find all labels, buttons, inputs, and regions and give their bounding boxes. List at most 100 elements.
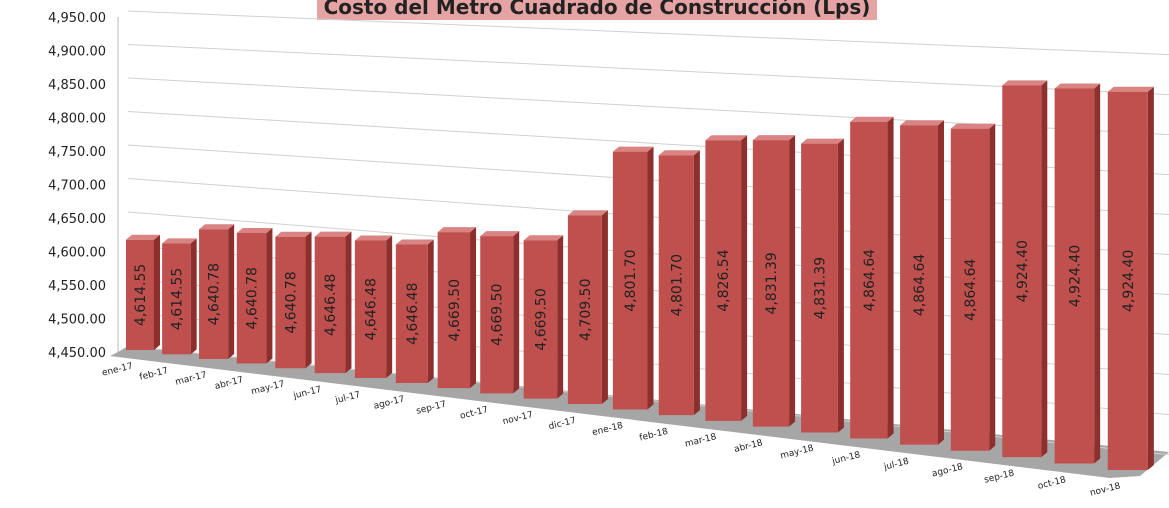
bar-front <box>752 140 790 427</box>
bar-front <box>236 232 267 364</box>
bar-top <box>801 138 844 144</box>
bar-front <box>1107 91 1148 470</box>
bar: 4,831.39 <box>752 135 796 427</box>
value-label: 4,709.50 <box>578 278 594 340</box>
bar-side <box>190 238 197 355</box>
bar-front <box>314 236 346 374</box>
bar: 4,924.40 <box>1002 80 1048 458</box>
bar-side <box>1041 80 1048 458</box>
bar: 4,614.55 <box>162 238 197 355</box>
value-label: 4,646.48 <box>323 274 339 336</box>
bar: 4,669.50 <box>523 235 564 399</box>
bar-side <box>1147 86 1154 470</box>
bar-front <box>705 140 742 421</box>
bar-front <box>950 128 990 451</box>
y-tick-label: 4,950.00 <box>48 11 106 26</box>
bar: 4,669.50 <box>437 227 477 389</box>
x-tick-label: jun-17 <box>292 385 323 402</box>
x-tick-label: nov-18 <box>1089 481 1122 498</box>
bar-side <box>937 120 944 445</box>
bar: 4,640.78 <box>199 224 235 359</box>
bar-front <box>437 232 471 389</box>
value-label: 4,801.70 <box>669 254 685 316</box>
bar-side <box>989 123 996 451</box>
bar-top <box>354 235 393 241</box>
bar-top <box>275 231 312 237</box>
value-label: 4,646.48 <box>364 278 380 340</box>
x-tick-label: ene-18 <box>591 421 624 438</box>
bar-side <box>789 135 796 427</box>
title-background <box>317 0 877 20</box>
floor <box>110 346 1169 478</box>
x-tick-label: ago-17 <box>373 394 406 411</box>
bar: 4,640.78 <box>275 231 312 369</box>
value-label: 4,924.40 <box>1121 250 1137 312</box>
value-label: 4,801.70 <box>623 249 639 311</box>
x-tick-label: dic-17 <box>548 416 577 432</box>
bar-side <box>470 227 477 389</box>
grid-line <box>127 111 1169 176</box>
value-label: 4,831.39 <box>764 252 780 314</box>
value-label: 4,669.50 <box>447 279 463 341</box>
bar-side <box>887 116 894 439</box>
y-tick-label: 4,700.00 <box>48 179 106 194</box>
bar-side <box>154 234 160 350</box>
y-tick-label: 4,750.00 <box>48 145 106 160</box>
bar-side <box>228 224 235 359</box>
bar-side <box>513 231 520 394</box>
bar-top <box>658 150 700 156</box>
bar-front <box>162 243 191 355</box>
bar-top <box>199 224 235 230</box>
bar-front <box>275 236 306 369</box>
bar-top <box>314 231 352 237</box>
x-tick-label: abr-18 <box>733 438 764 455</box>
x-tick-label: feb-17 <box>139 366 170 383</box>
bar-side <box>386 235 393 378</box>
bar-top <box>752 135 796 141</box>
value-label: 4,831.39 <box>813 257 829 319</box>
bar-side <box>557 235 564 399</box>
x-tick-label: feb-18 <box>638 427 669 444</box>
bar-top <box>567 210 608 216</box>
bar-top <box>1107 86 1154 92</box>
x-tick-label: may-17 <box>250 379 286 397</box>
value-label: 4,864.64 <box>862 249 878 311</box>
x-tick-label: sep-18 <box>983 469 1015 486</box>
value-label: 4,614.55 <box>169 268 185 330</box>
x-tick-label: sep-17 <box>415 400 447 417</box>
bar-top <box>437 227 477 233</box>
bar-front <box>1054 88 1095 464</box>
bar: 4,614.55 <box>126 234 160 350</box>
bar-front <box>1002 85 1042 458</box>
value-label: 4,864.64 <box>912 254 928 316</box>
grid-line <box>127 77 1169 136</box>
bar-top <box>480 231 520 237</box>
y-tick-label: 4,650.00 <box>48 212 106 227</box>
grid-line <box>127 10 1169 56</box>
bar: 4,646.48 <box>314 231 352 374</box>
x-tick-label: may-18 <box>779 444 815 462</box>
bar-side <box>647 146 654 410</box>
value-label: 4,924.40 <box>1015 240 1031 302</box>
bar: 4,709.50 <box>567 210 608 405</box>
bar: 4,831.39 <box>801 138 844 433</box>
y-tick-label: 4,600.00 <box>48 246 106 261</box>
x-tick-label: ago-18 <box>931 462 964 479</box>
bar: 4,826.54 <box>705 135 748 421</box>
bar-top <box>612 146 654 152</box>
x-tick-label: jun-18 <box>830 450 861 467</box>
value-label: 4,669.50 <box>490 284 506 346</box>
y-tick-label: 4,550.00 <box>48 279 106 294</box>
bar-front <box>658 155 694 416</box>
value-label: 4,614.55 <box>133 264 149 326</box>
bar: 4,646.48 <box>354 235 393 378</box>
bar-top <box>523 235 564 241</box>
x-tick-label: jul-18 <box>882 457 910 473</box>
value-label: 4,640.78 <box>245 267 261 329</box>
bar-side <box>693 150 700 416</box>
x-tick-label: jul-17 <box>334 390 362 406</box>
bar-front <box>480 236 514 394</box>
bar-top <box>1002 80 1048 86</box>
y-tick-label: 4,450.00 <box>48 346 106 361</box>
x-tick-label: mar-17 <box>174 370 208 387</box>
